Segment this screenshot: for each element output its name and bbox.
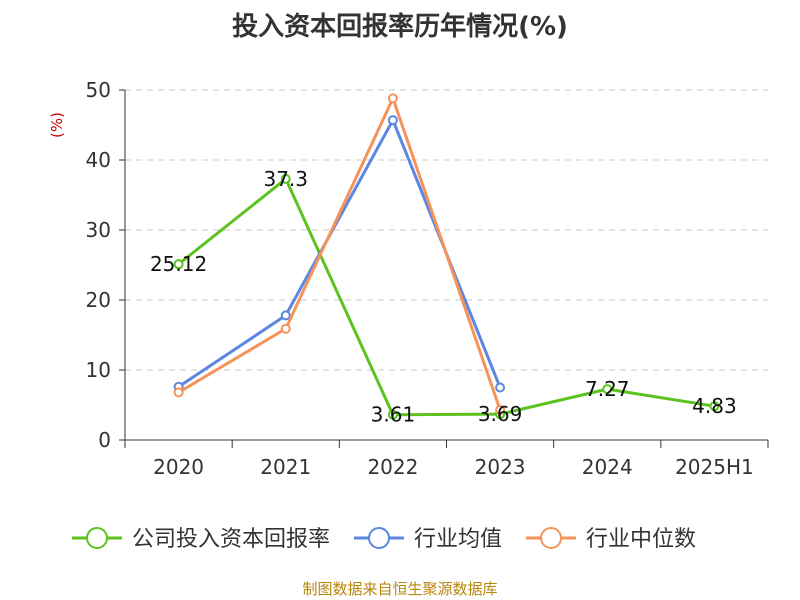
x-tick-label: 2024	[582, 455, 633, 479]
data-point	[495, 382, 506, 393]
y-tick-label: 20	[86, 288, 111, 312]
data-point	[387, 93, 398, 104]
data-point	[709, 401, 720, 412]
data-point	[280, 310, 291, 321]
legend-label: 行业中位数	[586, 527, 696, 552]
series-line-2	[177, 96, 502, 411]
data-label: 7.27	[585, 377, 630, 401]
data-labels: 25.12 37.3 3.61 3.69 7.27 4.83	[150, 167, 737, 427]
data-label: 25.12	[150, 252, 207, 276]
legend-item-0: 公司投入资本回报率	[72, 527, 330, 552]
data-point	[280, 323, 291, 334]
legend-marker	[540, 527, 563, 549]
data-point	[602, 384, 613, 395]
x-tick-label: 2022	[367, 455, 418, 479]
x-tick-label: 2025H1	[675, 455, 754, 479]
x-tick-label: 2023	[475, 455, 526, 479]
axes: 0 10 20 30 40 50 2020 2021 2022 2023 2024 2025H1	[86, 78, 769, 479]
y-axis-label: (%)	[48, 112, 66, 138]
legend-item-1: 行业均值	[354, 527, 502, 552]
legend-marker	[368, 527, 391, 549]
series-line-0	[177, 177, 715, 417]
data-source-note: 制图数据来自恒生聚源数据库	[302, 580, 498, 598]
grid-lines	[125, 89, 768, 371]
data-point	[387, 115, 398, 126]
chart-title: 投入资本回报率历年情况(%)	[232, 12, 568, 42]
x-tick-label: 2020	[153, 455, 204, 479]
data-point	[173, 387, 184, 398]
data-label: 3.61	[371, 403, 416, 427]
legend-marker	[86, 527, 108, 549]
data-point	[495, 404, 506, 415]
y-tick-label: 40	[86, 148, 111, 172]
data-label: 3.69	[478, 402, 523, 426]
legend-item-2: 行业中位数	[526, 527, 696, 552]
y-tick-label: 0	[98, 428, 111, 452]
y-tick-label: 30	[86, 218, 111, 242]
data-label: 4.83	[692, 394, 737, 418]
data-point	[387, 409, 398, 420]
data-label: 37.3	[263, 167, 308, 191]
y-tick-label: 50	[86, 78, 111, 102]
data-point	[280, 173, 291, 184]
legend: 公司投入资本回报率 行业均值 行业中位数	[72, 527, 696, 552]
x-tick-label: 2021	[260, 455, 311, 479]
data-point	[173, 259, 184, 270]
legend-label: 公司投入资本回报率	[132, 527, 330, 552]
legend-label: 行业均值	[414, 527, 502, 552]
y-tick-label: 10	[86, 358, 111, 382]
series-lines	[173, 93, 720, 420]
